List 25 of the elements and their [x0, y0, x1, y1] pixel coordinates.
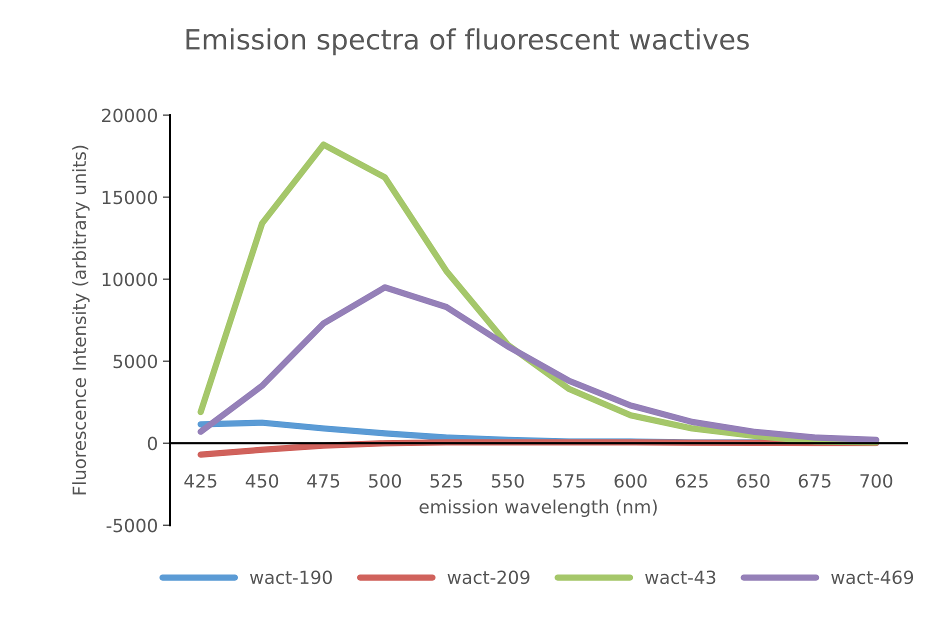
x-tick-label: 625 — [676, 474, 708, 488]
x-tick-label: 600 — [614, 474, 647, 488]
legend-label: wact-209 — [448, 570, 530, 584]
x-tick-label: 500 — [369, 474, 401, 488]
legend-label: wact-190 — [250, 570, 332, 584]
chart-title: Emission spectra of fluorescent wactives — [186, 28, 749, 56]
x-tick-label: 650 — [737, 474, 770, 488]
x-tick-label: 525 — [430, 474, 462, 488]
y-tick-label: 15000 — [102, 190, 157, 204]
x-tick-label: 550 — [492, 474, 524, 488]
y-tick-label: 5000 — [114, 354, 157, 368]
x-tick-label: 450 — [246, 474, 278, 488]
y-tick-label: 0 — [148, 436, 157, 450]
x-axis-title: emission wavelength (nm) — [420, 500, 657, 518]
y-tick-label: -5000 — [106, 518, 157, 532]
x-tick-label: 675 — [798, 474, 830, 488]
x-tick-label: 425 — [184, 474, 216, 488]
x-tick-label: 475 — [307, 474, 340, 488]
legend-label: wact-43 — [645, 570, 716, 584]
legend-label: wact-469 — [831, 570, 914, 584]
y-tick-label: 10000 — [102, 272, 157, 286]
y-axis-title: Fluorescence Intensity (arbitrary units) — [72, 146, 90, 494]
x-tick-label: 700 — [860, 474, 892, 488]
x-tick-label: 575 — [553, 474, 585, 488]
y-tick-label: 20000 — [102, 108, 157, 122]
